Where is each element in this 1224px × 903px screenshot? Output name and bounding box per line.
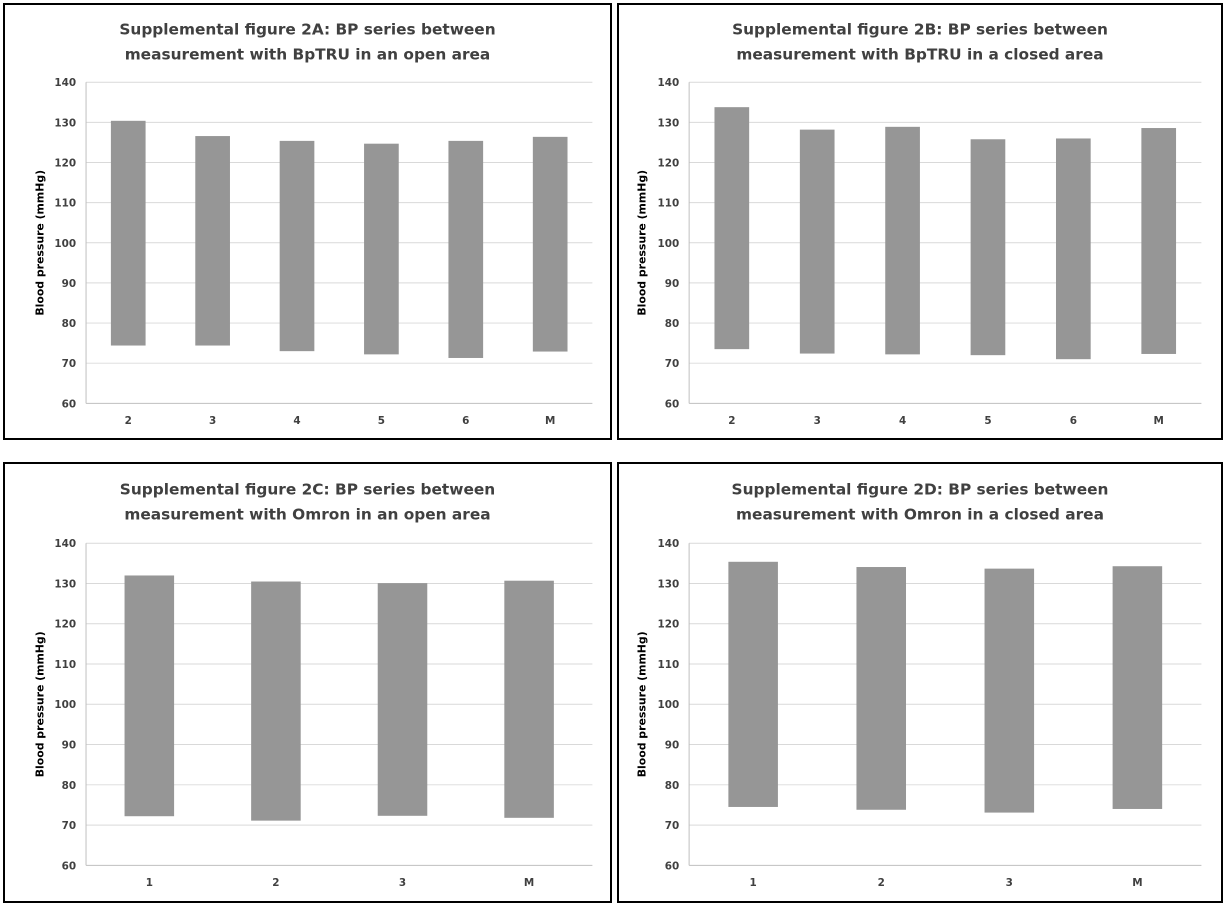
y-tick-label: 80 <box>62 780 76 792</box>
bar <box>1141 128 1177 354</box>
bar <box>970 139 1006 356</box>
bar <box>714 107 750 350</box>
y-axis-label: Blood pressure (mmHg) <box>33 170 46 316</box>
chart-title-line: measurement with Omron in a closed area <box>736 505 1104 523</box>
y-tick-label: 90 <box>62 740 76 752</box>
x-tick-label: 3 <box>1006 877 1013 889</box>
x-tick-label: M <box>1132 877 1142 889</box>
chart-panel-2a: Supplemental figure 2A: BP series betwee… <box>3 3 612 440</box>
bar <box>984 568 1035 813</box>
bar <box>504 580 554 818</box>
y-tick-label: 140 <box>658 538 680 550</box>
x-tick-label: 5 <box>378 415 385 427</box>
x-tick-label: 3 <box>814 415 821 427</box>
x-tick-label: 4 <box>293 415 300 427</box>
bar <box>377 583 428 816</box>
y-tick-label: 60 <box>62 398 76 410</box>
y-tick-label: 140 <box>54 538 76 550</box>
y-axis-label: Blood pressure (mmHg) <box>636 631 649 777</box>
bar <box>799 129 835 354</box>
chart-panel-2d: Supplemental figure 2D: BP series betwee… <box>617 462 1223 903</box>
y-tick-label: 60 <box>665 398 679 410</box>
bar <box>532 136 568 352</box>
y-tick-label: 140 <box>54 77 76 89</box>
x-tick-label: 1 <box>750 877 757 889</box>
y-tick-label: 130 <box>54 117 76 129</box>
x-tick-label: 6 <box>462 415 469 427</box>
y-tick-label: 60 <box>62 860 76 872</box>
bar <box>1055 138 1091 360</box>
x-tick-label: 2 <box>878 877 885 889</box>
y-tick-label: 110 <box>54 198 76 210</box>
chart-title-line: measurement with Omron in an open area <box>124 505 490 523</box>
y-tick-label: 120 <box>54 158 76 170</box>
chart-svg: Supplemental figure 2C: BP series betwee… <box>33 481 593 889</box>
y-tick-label: 100 <box>54 238 76 250</box>
y-tick-label: 80 <box>665 318 679 330</box>
y-tick-label: 120 <box>658 158 680 170</box>
chart-title-line: measurement with BpTRU in a closed area <box>736 45 1103 63</box>
y-tick-label: 60 <box>665 860 679 872</box>
y-tick-label: 90 <box>665 278 679 290</box>
chart-svg: Supplemental figure 2A: BP series betwee… <box>33 21 593 427</box>
chart-title-line: Supplemental figure 2C: BP series betwee… <box>120 481 495 499</box>
x-tick-label: 6 <box>1070 415 1077 427</box>
y-tick-label: 130 <box>54 578 76 590</box>
y-tick-label: 120 <box>54 619 76 631</box>
y-tick-label: 70 <box>665 358 679 370</box>
y-tick-label: 130 <box>658 578 680 590</box>
x-tick-label: 5 <box>984 415 991 427</box>
bar <box>448 140 484 358</box>
x-tick-label: 2 <box>272 877 279 889</box>
x-tick-label: 2 <box>728 415 735 427</box>
x-tick-label: 2 <box>125 415 132 427</box>
y-axis-label: Blood pressure (mmHg) <box>636 170 649 316</box>
x-tick-label: 3 <box>209 415 216 427</box>
x-tick-label: 3 <box>399 877 406 889</box>
y-tick-label: 80 <box>62 318 76 330</box>
bar <box>1112 566 1163 809</box>
y-tick-label: 130 <box>658 117 680 129</box>
chart-panel-2c: Supplemental figure 2C: BP series betwee… <box>3 462 612 903</box>
chart-panel-2b: Supplemental figure 2B: BP series betwee… <box>617 3 1223 440</box>
y-tick-label: 120 <box>658 619 680 631</box>
y-axis-label: Blood pressure (mmHg) <box>33 631 46 777</box>
x-tick-label: 1 <box>146 877 153 889</box>
x-tick-label: M <box>1154 415 1164 427</box>
x-tick-label: 4 <box>899 415 906 427</box>
bar <box>110 120 146 346</box>
bar <box>195 136 230 346</box>
chart-svg: Supplemental figure 2D: BP series betwee… <box>636 481 1202 889</box>
bar <box>856 567 907 810</box>
y-tick-label: 70 <box>62 820 76 832</box>
bar <box>885 126 920 355</box>
chart-title-line: measurement with BpTRU in an open area <box>125 45 491 63</box>
chart-title-line: Supplemental figure 2B: BP series betwee… <box>732 21 1108 39</box>
bar <box>728 561 778 807</box>
y-tick-label: 90 <box>62 278 76 290</box>
y-tick-label: 70 <box>62 358 76 370</box>
y-tick-label: 140 <box>658 77 680 89</box>
y-tick-label: 100 <box>658 238 680 250</box>
x-tick-label: M <box>524 877 534 889</box>
chart-svg: Supplemental figure 2B: BP series betwee… <box>636 21 1202 427</box>
y-tick-label: 100 <box>54 699 76 711</box>
y-tick-label: 110 <box>658 198 680 210</box>
bar <box>251 581 301 821</box>
y-tick-label: 110 <box>658 659 680 671</box>
chart-title-line: Supplemental figure 2A: BP series betwee… <box>119 21 495 39</box>
y-tick-label: 90 <box>665 740 679 752</box>
chart-title-line: Supplemental figure 2D: BP series betwee… <box>732 481 1109 499</box>
y-tick-label: 80 <box>665 780 679 792</box>
y-tick-label: 100 <box>658 699 680 711</box>
y-tick-label: 110 <box>54 659 76 671</box>
bar <box>364 143 399 355</box>
bar <box>124 575 175 817</box>
x-tick-label: M <box>545 415 555 427</box>
y-tick-label: 70 <box>665 820 679 832</box>
bar <box>279 140 315 352</box>
